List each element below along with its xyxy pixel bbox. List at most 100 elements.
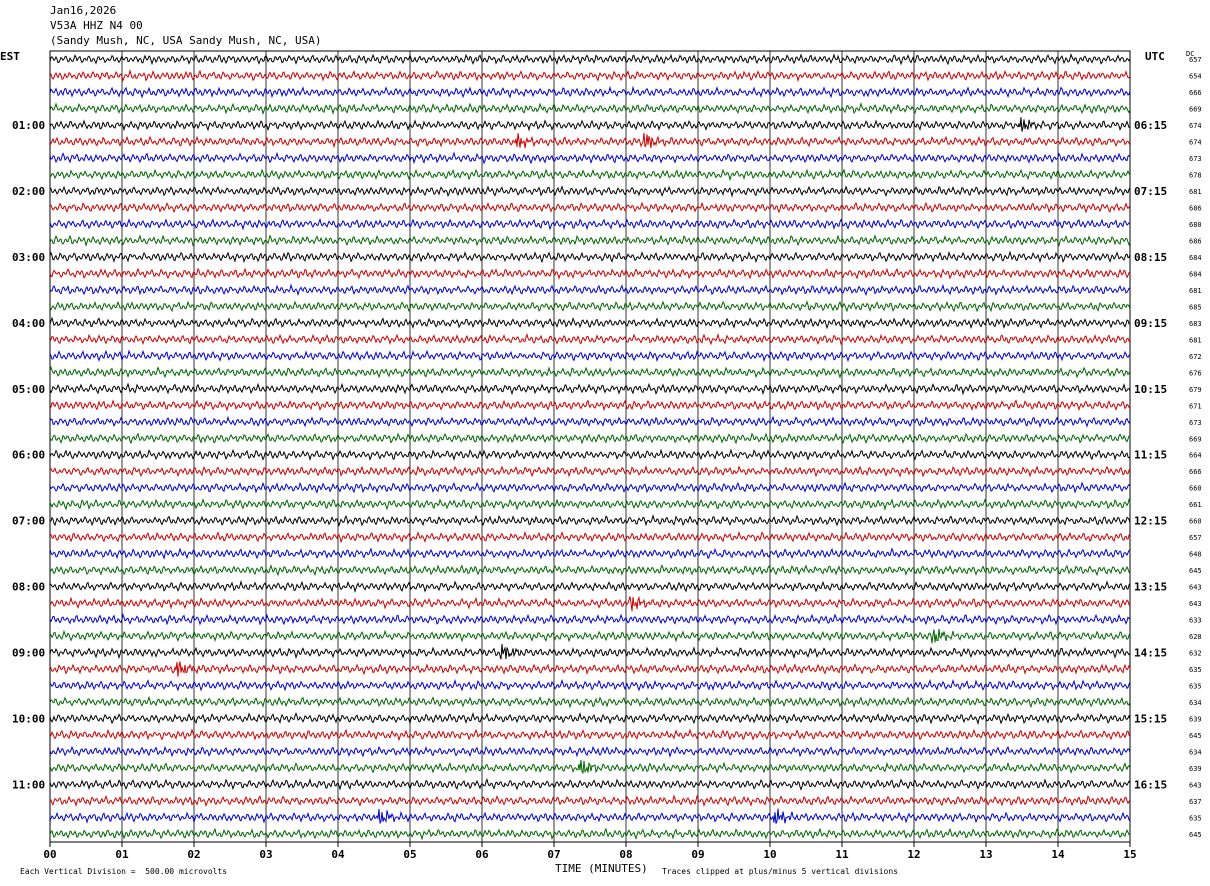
- trace-line: [49, 415, 1131, 428]
- clip-note: Traces clipped at plus/minus 5 vertical …: [662, 867, 899, 876]
- trace-line: [49, 448, 1131, 462]
- dc-value-label: 634: [1189, 748, 1202, 756]
- dc-value-label: 643: [1189, 781, 1202, 789]
- est-hour-label: 11:00: [12, 778, 45, 791]
- est-hour-label: 04:00: [12, 317, 45, 330]
- dc-value-label: 664: [1189, 452, 1202, 460]
- trace-line: [49, 132, 1131, 149]
- dc-value-label: 635: [1189, 814, 1202, 822]
- trace-line: [49, 117, 1130, 132]
- x-tick-label: 09: [691, 848, 704, 861]
- dc-value-label: 634: [1189, 699, 1202, 707]
- dc-value-label: 635: [1189, 666, 1202, 674]
- trace-line: [50, 464, 1131, 478]
- trace-line: [49, 564, 1131, 577]
- trace-line: [49, 628, 1131, 644]
- trace-line: [49, 217, 1131, 231]
- x-tick-label: 06: [475, 848, 489, 861]
- x-tick-label: 15: [1123, 848, 1136, 861]
- dc-value-label: 657: [1189, 534, 1202, 542]
- trace-line: [49, 53, 1131, 66]
- trace-line: [49, 234, 1131, 248]
- dc-column-label: DC: [1186, 50, 1195, 58]
- trace-line: [49, 547, 1131, 560]
- utc-hour-label: 14:15: [1134, 647, 1167, 660]
- dc-value-label: 657: [1189, 56, 1202, 64]
- utc-hour-label: 13:15: [1134, 581, 1167, 594]
- dc-value-label: 674: [1189, 122, 1202, 130]
- utc-hour-label: 12:15: [1134, 515, 1167, 528]
- x-tick-label: 00: [43, 848, 56, 861]
- trace-line: [49, 102, 1131, 116]
- trace-line: [49, 365, 1131, 379]
- trace-line: [49, 794, 1131, 808]
- trace-line: [49, 300, 1131, 313]
- dc-value-label: 648: [1189, 551, 1202, 559]
- date-label: Jan16,2026: [50, 4, 117, 17]
- utc-hour-label: 10:15: [1134, 383, 1167, 396]
- utc-zone-label: UTC: [1145, 50, 1165, 63]
- x-tick-label: 04: [331, 848, 345, 861]
- x-tick-label: 13: [979, 848, 992, 861]
- dc-value-label: 676: [1189, 369, 1202, 377]
- est-hour-label: 08:00: [12, 581, 45, 594]
- trace-line: [49, 777, 1131, 791]
- dc-value-label: 680: [1189, 221, 1202, 229]
- dc-value-label: 672: [1189, 353, 1202, 361]
- trace-line: [49, 399, 1131, 412]
- trace-line: [49, 250, 1131, 264]
- trace-line: [49, 530, 1131, 544]
- trace-line: [49, 267, 1131, 280]
- x-axis-label: TIME (MINUTES): [555, 862, 648, 875]
- trace-line: [49, 185, 1131, 198]
- dc-value-label: 673: [1189, 419, 1202, 427]
- location-label: (Sandy Mush, NC, USA Sandy Mush, NC, USA…: [50, 34, 322, 47]
- dc-value-label: 683: [1189, 320, 1202, 328]
- dc-value-label: 637: [1189, 798, 1202, 806]
- trace-line: [49, 745, 1131, 758]
- x-tick-label: 05: [403, 848, 416, 861]
- dc-value-label: 684: [1189, 271, 1202, 279]
- dc-value-label: 685: [1189, 303, 1202, 311]
- trace-line: [49, 759, 1131, 775]
- trace-line: [49, 151, 1131, 165]
- dc-value-label: 669: [1189, 435, 1202, 443]
- trace-line: [49, 481, 1131, 494]
- scale-note: Each Vertical Division = 500.00 microvol…: [20, 867, 228, 876]
- dc-value-label: 639: [1189, 715, 1202, 723]
- dc-value-label: 645: [1189, 567, 1202, 575]
- trace-line: [49, 382, 1131, 396]
- trace-line: [49, 595, 1131, 612]
- trace-line: [49, 711, 1131, 726]
- dc-value-label: 671: [1189, 402, 1202, 410]
- x-tick-label: 02: [187, 848, 200, 861]
- plot-frame: [49, 50, 1131, 843]
- trace-line: [49, 201, 1131, 214]
- dc-value-label: 654: [1189, 73, 1202, 81]
- dc-value-label: 661: [1189, 501, 1202, 509]
- trace-line: [49, 661, 1131, 677]
- est-hour-label: 10:00: [12, 712, 45, 725]
- utc-hour-label: 07:15: [1134, 185, 1167, 198]
- dc-value-label: 660: [1189, 518, 1202, 526]
- dc-value-label: 669: [1189, 106, 1202, 114]
- est-zone-label: EST: [0, 50, 20, 63]
- est-hour-label: 02:00: [12, 185, 45, 198]
- dc-value-label: 686: [1189, 238, 1202, 246]
- dc-value-label: 660: [1189, 485, 1202, 493]
- x-tick-label: 08: [619, 848, 632, 861]
- dc-value-label: 639: [1189, 765, 1202, 773]
- dc-value-label: 684: [1189, 254, 1202, 262]
- trace-line: [49, 349, 1131, 363]
- trace-line: [49, 332, 1131, 346]
- trace-line: [49, 514, 1131, 527]
- dc-value-label: 674: [1189, 139, 1202, 147]
- dc-value-label: 681: [1189, 287, 1202, 295]
- est-hour-label: 06:00: [12, 449, 45, 462]
- est-hour-label: 07:00: [12, 515, 45, 528]
- dc-value-label: 635: [1189, 682, 1202, 690]
- trace-line: [49, 808, 1131, 824]
- utc-hour-label: 11:15: [1134, 449, 1167, 462]
- dc-value-label: 645: [1189, 732, 1202, 740]
- dc-value-label: 681: [1189, 336, 1202, 344]
